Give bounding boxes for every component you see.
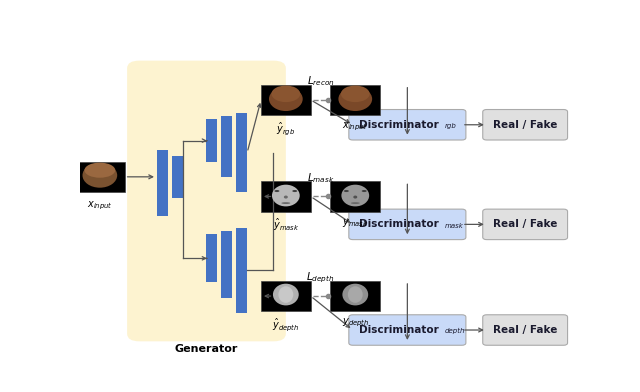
Bar	[207, 234, 218, 283]
FancyBboxPatch shape	[483, 315, 568, 345]
FancyBboxPatch shape	[349, 315, 466, 345]
Ellipse shape	[341, 85, 370, 102]
Ellipse shape	[269, 87, 303, 111]
Ellipse shape	[339, 87, 372, 111]
Bar	[221, 231, 232, 298]
Ellipse shape	[278, 286, 293, 303]
Text: depth: depth	[445, 328, 465, 334]
Bar	[207, 120, 218, 162]
Bar	[221, 116, 232, 177]
Text: Real / Fake: Real / Fake	[493, 120, 557, 130]
Text: Real / Fake: Real / Fake	[493, 325, 557, 335]
Ellipse shape	[351, 202, 360, 204]
Ellipse shape	[362, 190, 367, 192]
Bar	[236, 113, 247, 192]
Ellipse shape	[342, 284, 368, 305]
Text: $L_{recon}$: $L_{recon}$	[307, 74, 335, 88]
FancyBboxPatch shape	[127, 61, 286, 341]
Text: Discriminator: Discriminator	[358, 325, 438, 335]
Ellipse shape	[273, 284, 299, 305]
Ellipse shape	[353, 196, 357, 199]
Bar	[172, 156, 182, 198]
Text: Real / Fake: Real / Fake	[493, 220, 557, 229]
Text: $y_{mask}$: $y_{mask}$	[342, 217, 369, 229]
Bar	[330, 181, 380, 212]
Text: $y_{depth}$: $y_{depth}$	[342, 317, 369, 329]
Bar	[261, 181, 310, 212]
Ellipse shape	[348, 286, 363, 303]
Text: Generator: Generator	[175, 344, 238, 354]
Text: $\hat{y}_{rgb}$: $\hat{y}_{rgb}$	[276, 120, 296, 137]
Text: rgb: rgb	[445, 123, 456, 129]
Bar	[261, 85, 310, 115]
Ellipse shape	[341, 185, 369, 207]
Bar	[330, 281, 380, 311]
Text: $x_{input}$: $x_{input}$	[87, 200, 113, 212]
Text: $\hat{y}_{depth}$: $\hat{y}_{depth}$	[272, 317, 300, 333]
Ellipse shape	[271, 85, 300, 102]
Text: Discriminator: Discriminator	[358, 120, 438, 130]
Bar	[330, 85, 380, 115]
Text: $x_{input}$: $x_{input}$	[342, 120, 368, 133]
Text: $L_{mask}$: $L_{mask}$	[307, 171, 334, 185]
Ellipse shape	[344, 190, 349, 192]
Ellipse shape	[282, 202, 291, 204]
Ellipse shape	[275, 190, 280, 192]
Text: Discriminator: Discriminator	[358, 220, 438, 229]
Ellipse shape	[272, 185, 300, 207]
FancyBboxPatch shape	[349, 209, 466, 240]
FancyBboxPatch shape	[483, 109, 568, 140]
Ellipse shape	[284, 196, 288, 199]
Bar	[236, 228, 247, 313]
Ellipse shape	[292, 190, 297, 192]
Bar	[261, 281, 310, 311]
Ellipse shape	[83, 163, 117, 188]
FancyBboxPatch shape	[349, 109, 466, 140]
Text: $\hat{y}_{mask}$: $\hat{y}_{mask}$	[273, 217, 299, 233]
FancyBboxPatch shape	[483, 209, 568, 240]
Bar	[75, 162, 125, 192]
Text: $L_{depth}$: $L_{depth}$	[307, 270, 335, 285]
Ellipse shape	[84, 163, 115, 178]
Text: mask: mask	[445, 223, 463, 229]
Bar	[157, 150, 168, 216]
